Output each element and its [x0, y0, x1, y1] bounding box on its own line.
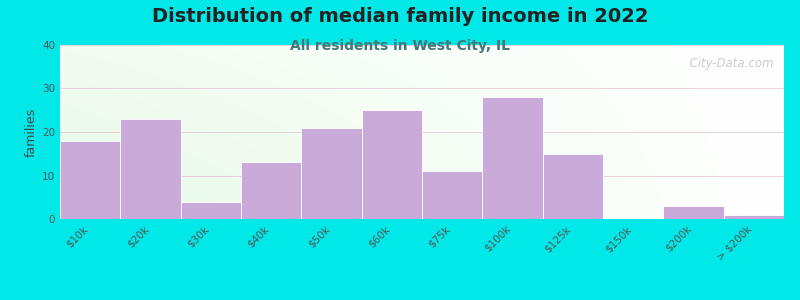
Bar — [422, 171, 482, 219]
Bar — [482, 97, 542, 219]
Text: All residents in West City, IL: All residents in West City, IL — [290, 39, 510, 53]
Bar — [724, 215, 784, 219]
Bar — [362, 110, 422, 219]
Bar — [663, 206, 724, 219]
Bar — [120, 119, 181, 219]
Text: Distribution of median family income in 2022: Distribution of median family income in … — [152, 8, 648, 26]
Text: City-Data.com: City-Data.com — [682, 57, 773, 70]
Bar — [302, 128, 362, 219]
Y-axis label: families: families — [25, 107, 38, 157]
Bar — [181, 202, 241, 219]
Bar — [542, 154, 603, 219]
Bar — [241, 162, 302, 219]
Bar — [60, 141, 120, 219]
